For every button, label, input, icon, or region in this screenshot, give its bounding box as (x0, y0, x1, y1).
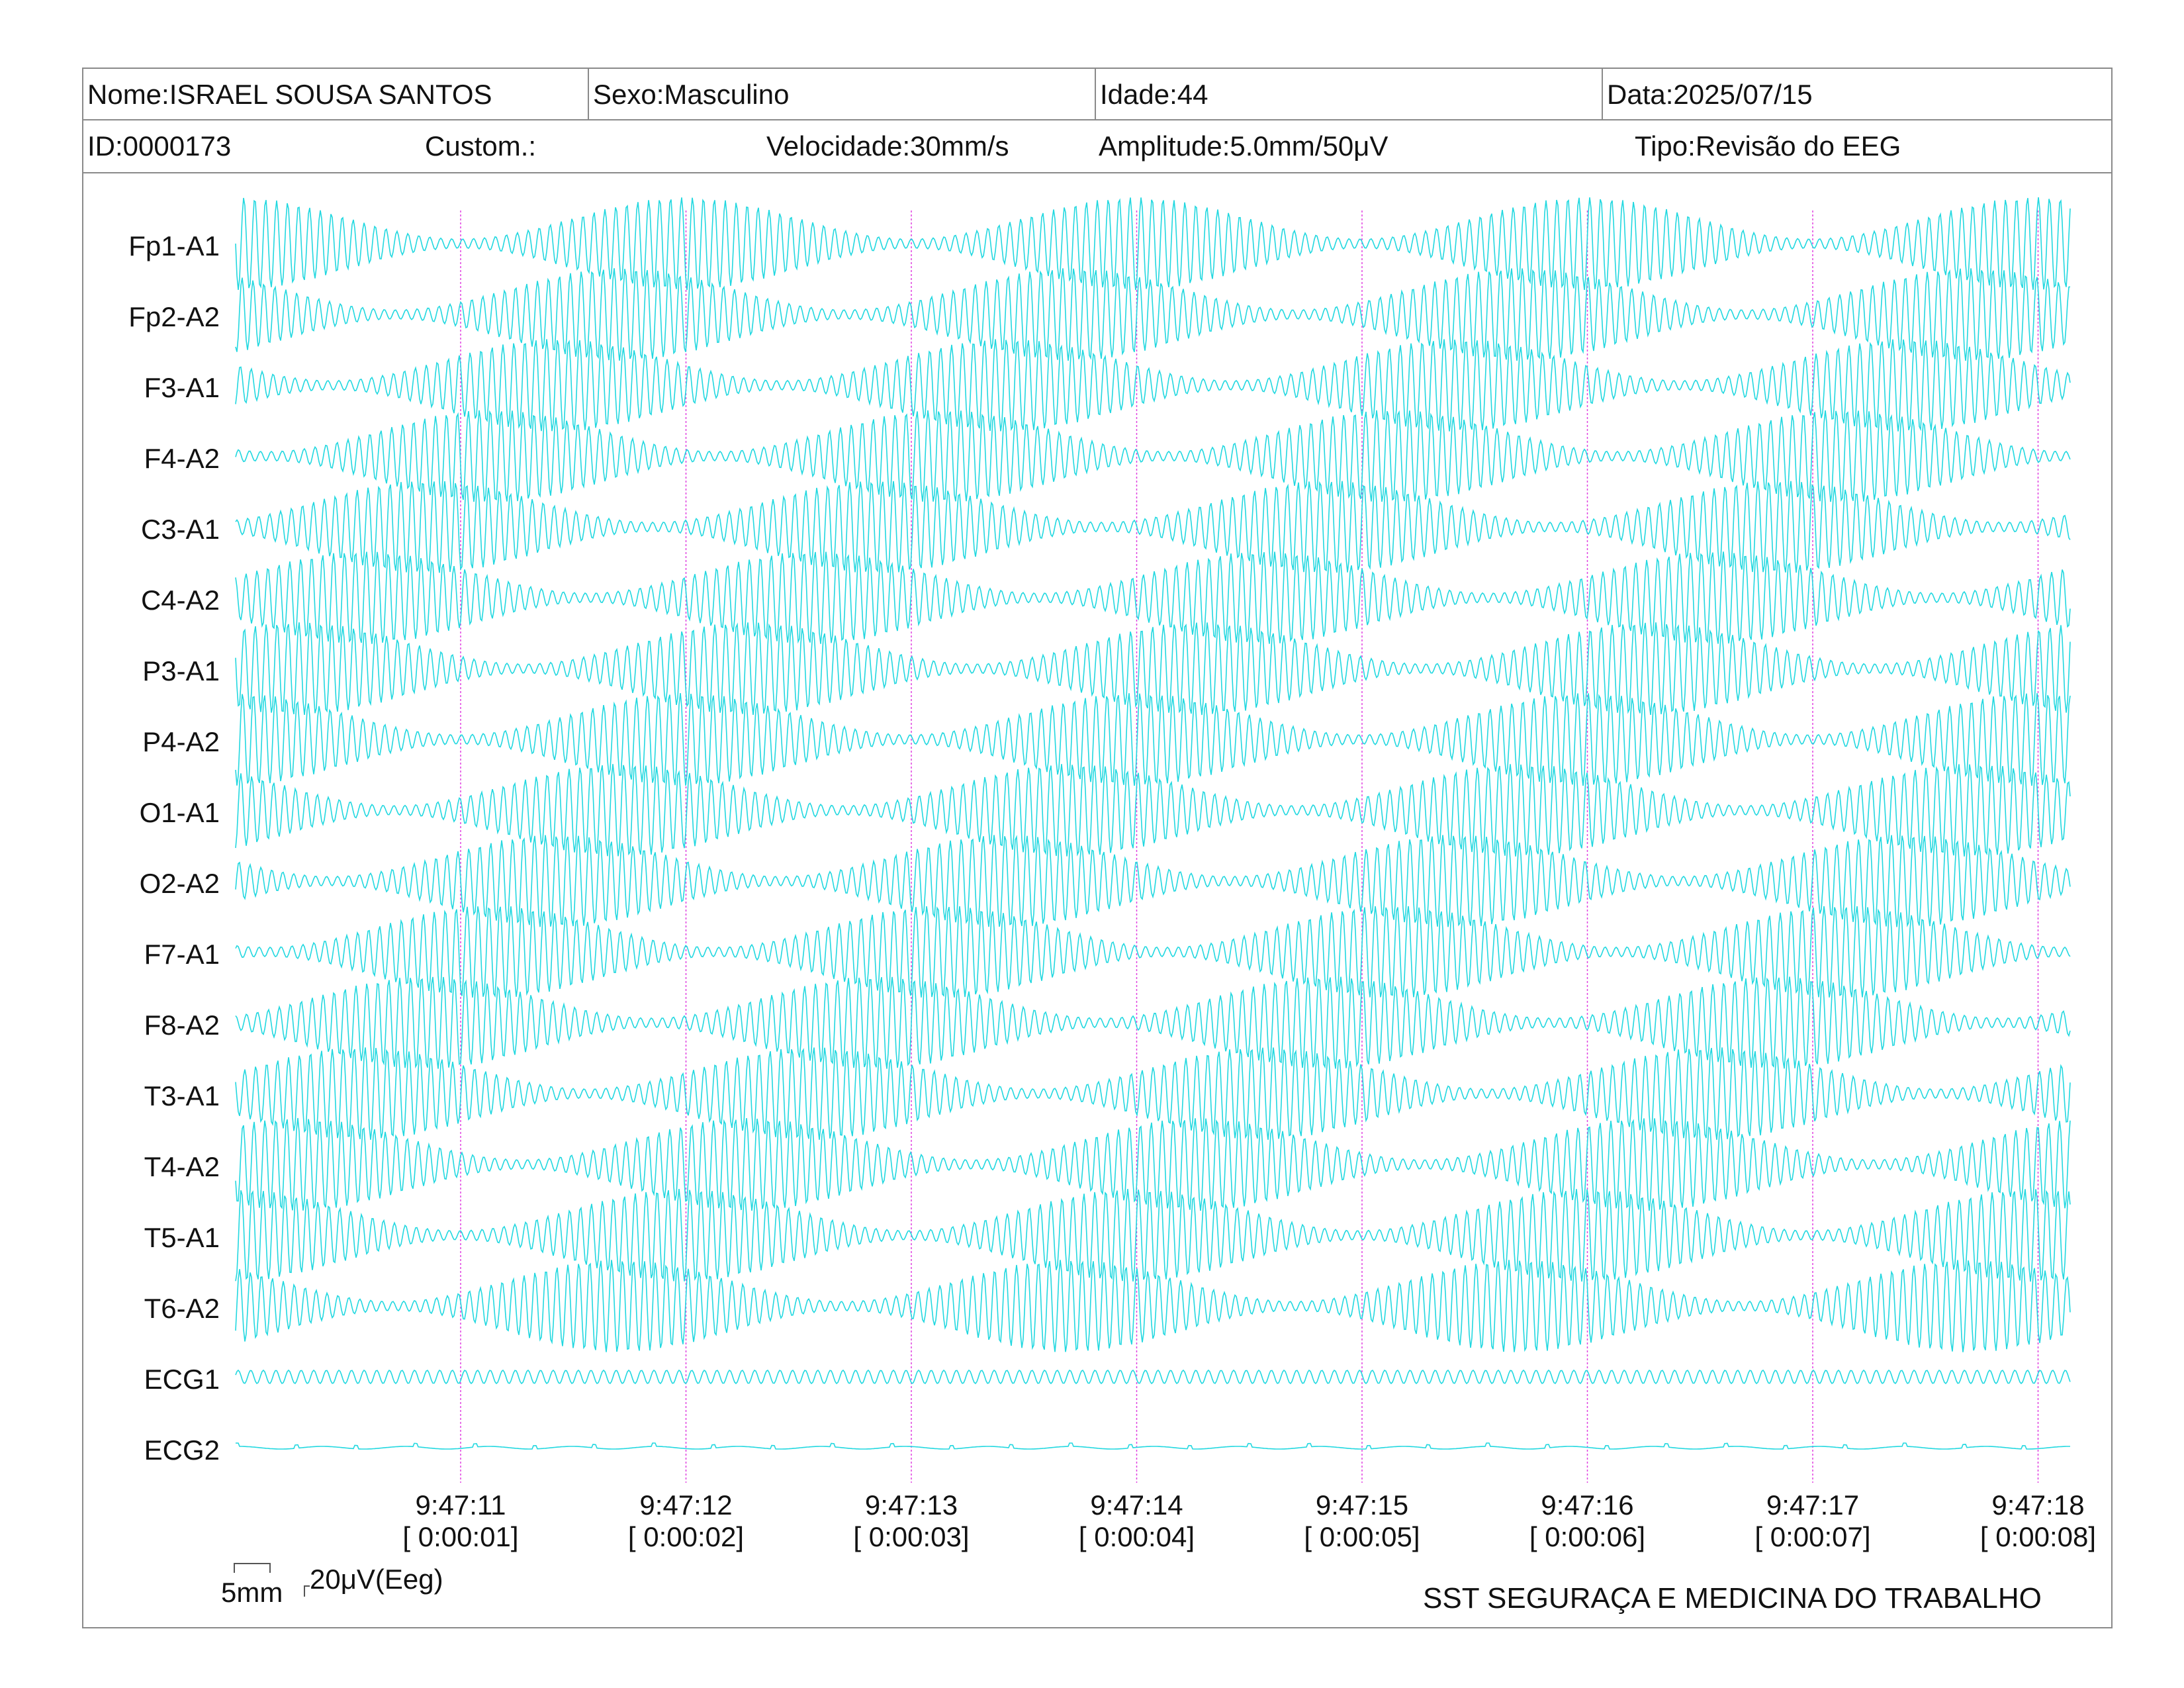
header-row-exam: ID:0000173 Custom.: Velocidade:30mm/s Am… (83, 120, 2111, 173)
trace-c3-a1 (235, 481, 2071, 573)
channel-label-t5-a1: T5-A1 (144, 1222, 220, 1253)
report-frame: Nome:ISRAEL SOUSA SANTOS Sexo:Masculino … (82, 68, 2113, 1628)
time-marker-clock: 9:47:12 (639, 1489, 733, 1521)
trace-t6-a2 (235, 1260, 2071, 1352)
trace-t4-a2 (235, 1117, 2071, 1211)
trace-fp2-a2 (235, 268, 2071, 361)
patient-age: Idade:44 (1095, 69, 1602, 119)
channel-label-c3-a1: C3-A1 (140, 514, 220, 545)
time-marker-elapsed: [ 0:00:04] (1078, 1521, 1195, 1552)
time-marker-label: 9:47:15[ 0:00:05] (1283, 1489, 1441, 1553)
scale-bracket-icon (234, 1563, 310, 1597)
trace-fp1-a1 (235, 197, 2071, 291)
time-marker-label: 9:47:13[ 0:00:03] (832, 1489, 991, 1553)
time-marker-elapsed: [ 0:00:01] (402, 1521, 519, 1552)
time-marker-clock: 9:47:17 (1766, 1489, 1860, 1521)
channel-label-ecg2: ECG2 (144, 1434, 220, 1466)
channel-label-c4-a2: C4-A2 (140, 585, 220, 616)
time-marker-clock: 9:47:11 (415, 1489, 506, 1521)
patient-id: ID:0000173 (87, 130, 232, 162)
channel-label-t4-a2: T4-A2 (144, 1151, 220, 1182)
time-marker-elapsed: [ 0:00:02] (627, 1521, 745, 1552)
trace-o2-a2 (235, 835, 2071, 927)
time-marker-label: 9:47:16[ 0:00:06] (1508, 1489, 1667, 1553)
header-row-patient: Nome:ISRAEL SOUSA SANTOS Sexo:Masculino … (83, 69, 2111, 120)
trace-p4-a2 (235, 693, 2071, 786)
channel-label-p3-a1: P3-A1 (142, 655, 220, 686)
amplitude-setting: Amplitude:5.0mm/50μV (1099, 130, 1388, 162)
time-marker-elapsed: [ 0:00:07] (1754, 1521, 1871, 1552)
channel-label-f4-a2: F4-A2 (144, 443, 220, 474)
patient-name: Nome:ISRAEL SOUSA SANTOS (87, 79, 492, 110)
channel-label-p4-a2: P4-A2 (142, 726, 220, 757)
trace-t5-a1 (235, 1189, 2071, 1282)
time-marker-label: 9:47:14[ 0:00:04] (1058, 1489, 1216, 1553)
trace-ecg1 (235, 1369, 2071, 1385)
channel-labels: Fp1-A1 Fp2-A2 F3-A1 F4-A2 C3-A1 C4-A2 P3-A1 P4-… (0, 0, 225, 1688)
patient-sex: Sexo:Masculino (588, 69, 1095, 119)
channel-label-ecg1: ECG1 (144, 1364, 220, 1395)
time-marker-clock: 9:47:14 (1090, 1489, 1183, 1521)
trace-ecg2 (235, 1442, 2070, 1450)
time-marker-clock: 9:47:15 (1315, 1489, 1409, 1521)
channel-label-o2-a2: O2-A2 (139, 868, 220, 899)
channel-label-f7-a1: F7-A1 (144, 939, 220, 970)
channel-label-t6-a2: T6-A2 (144, 1293, 220, 1324)
trace-f3-a1 (235, 339, 2071, 432)
time-marker-clock: 9:47:18 (1991, 1489, 2085, 1521)
time-marker-label: 9:47:11[ 0:00:01] (381, 1489, 540, 1553)
speed-setting: Velocidade:30mm/s (766, 130, 1009, 162)
trace-o1-a1 (235, 764, 2071, 857)
time-marker-elapsed: [ 0:00:06] (1529, 1521, 1646, 1552)
time-marker-clock: 9:47:13 (864, 1489, 958, 1521)
time-marker-clock: 9:47:16 (1541, 1489, 1634, 1521)
trace-f8-a2 (235, 976, 2071, 1069)
time-marker-elapsed: [ 0:00:05] (1304, 1521, 1420, 1552)
trace-c4-a2 (235, 551, 2071, 644)
exam-date: Data:2025/07/15 (1602, 69, 2111, 119)
trace-f7-a1 (235, 906, 2071, 998)
footer-company: SST SEGURAÇA E MEDICINA DO TRABALHO (1423, 1582, 2042, 1615)
channel-label-f3-a1: F3-A1 (144, 372, 220, 403)
channel-label-fp2-a2: Fp2-A2 (128, 301, 220, 332)
channel-label-t3-a1: T3-A1 (144, 1080, 220, 1111)
channel-label-f8-a2: F8-A2 (144, 1009, 220, 1041)
scale-amplitude: 20μV(Eeg) (310, 1564, 443, 1595)
custom-field: Custom.: (425, 130, 537, 162)
scale-time: 5mm (221, 1577, 283, 1608)
channel-label-fp1-a1: Fp1-A1 (128, 230, 220, 261)
time-marker-label: 9:47:17[ 0:00:07] (1733, 1489, 1892, 1553)
time-marker-elapsed: [ 0:00:03] (853, 1521, 970, 1552)
time-marker-label: 9:47:12[ 0:00:02] (607, 1489, 766, 1553)
time-marker-label: 9:47:18[ 0:00:08] (1959, 1489, 2118, 1553)
exam-type: Tipo:Revisão do EEG (1635, 130, 1901, 162)
trace-t3-a1 (235, 1047, 2071, 1140)
time-marker-elapsed: [ 0:00:08] (1979, 1521, 2097, 1552)
trace-f4-a2 (235, 410, 2071, 502)
trace-p3-a1 (235, 622, 2071, 716)
channel-label-o1-a1: O1-A1 (139, 797, 220, 828)
